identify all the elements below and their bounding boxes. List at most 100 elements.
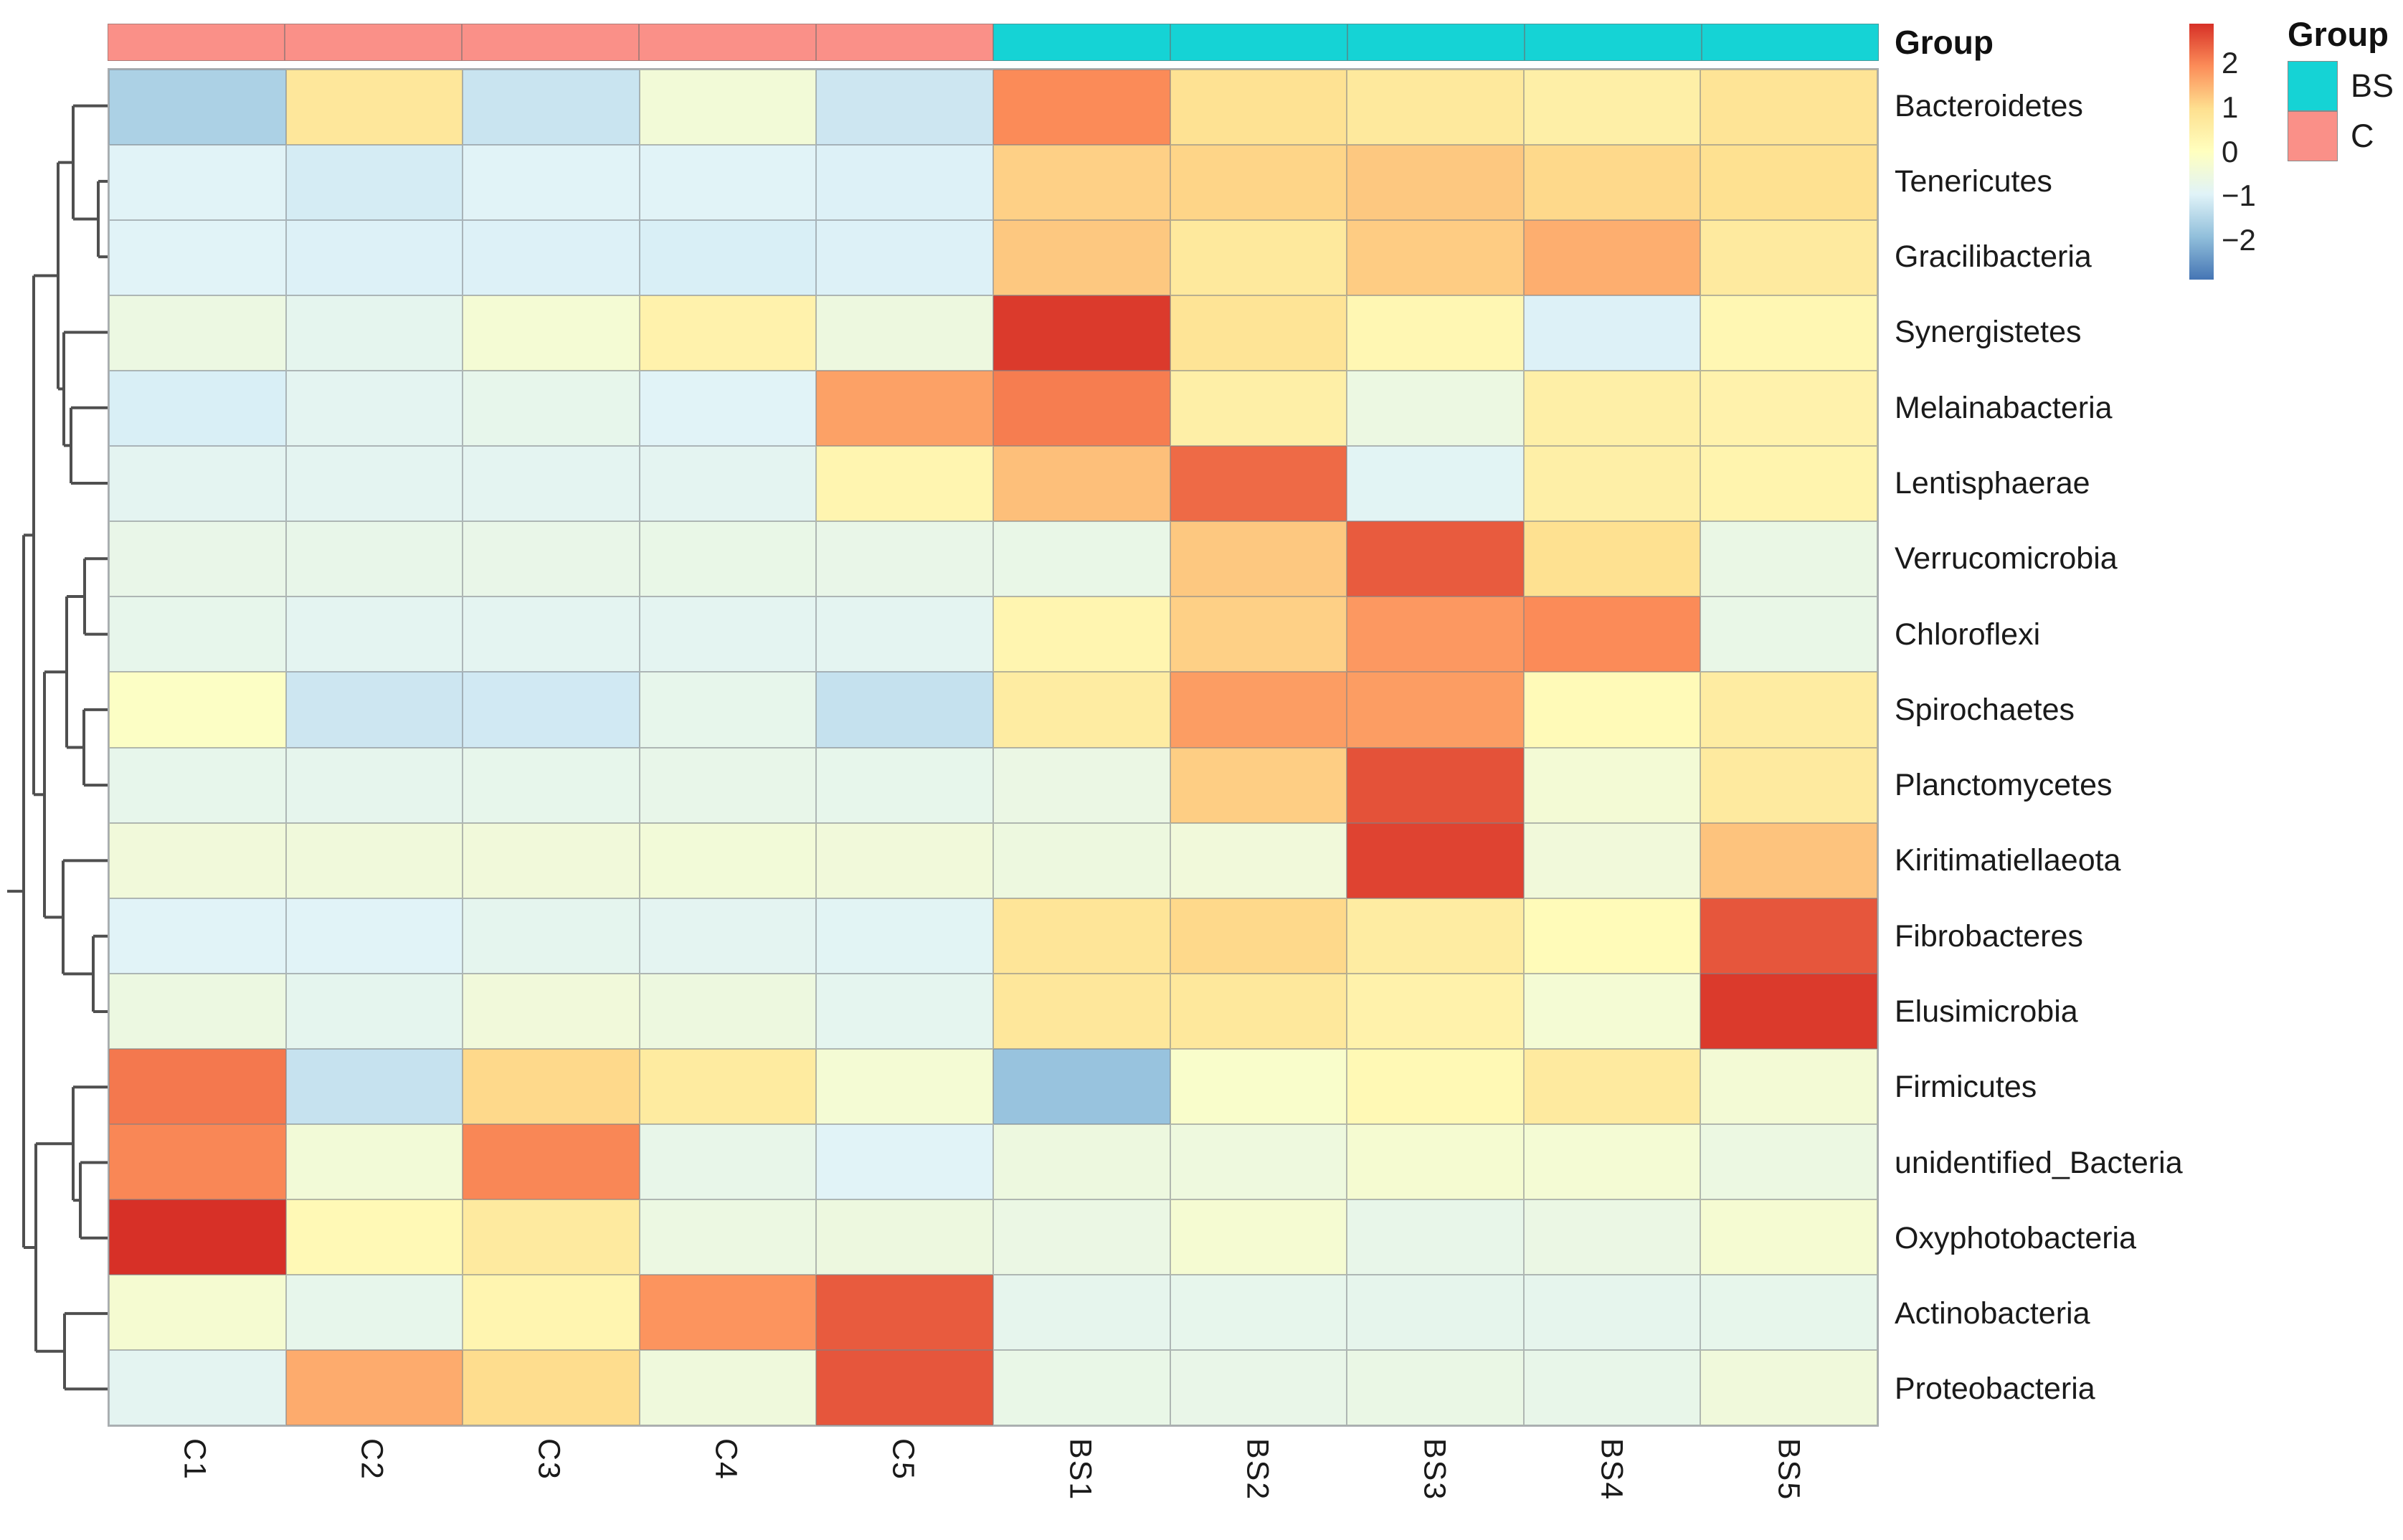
heatmap-cell bbox=[816, 70, 993, 146]
heatmap-cell bbox=[993, 898, 1170, 974]
heatmap-cell bbox=[1347, 446, 1524, 522]
column-label: C4 bbox=[708, 1438, 744, 1480]
heatmap-cell bbox=[1700, 446, 1877, 522]
heatmap-cell bbox=[993, 446, 1170, 522]
heatmap-cell bbox=[285, 672, 463, 748]
heatmap-cell bbox=[1523, 1199, 1701, 1275]
heatmap-cell bbox=[1347, 371, 1524, 447]
row-label: Tenericutes bbox=[1895, 163, 2052, 199]
heatmap-cell bbox=[463, 145, 640, 221]
heatmap-cell bbox=[1700, 1123, 1877, 1199]
heatmap-cell bbox=[1170, 145, 1347, 221]
heatmap-cell bbox=[1347, 973, 1524, 1049]
heatmap-cell bbox=[993, 1199, 1170, 1275]
heatmap-cell bbox=[639, 747, 817, 823]
heatmap-cell bbox=[463, 446, 640, 522]
heatmap-cell bbox=[463, 973, 640, 1049]
heatmap-cell bbox=[1347, 822, 1524, 898]
annotation-bar-segment bbox=[1347, 24, 1525, 61]
heatmap-cell bbox=[463, 1274, 640, 1350]
heatmap-cell bbox=[109, 371, 286, 447]
heatmap-cell bbox=[1523, 521, 1701, 597]
heatmap-cell bbox=[1700, 521, 1877, 597]
legend-entry-label: C bbox=[2351, 118, 2374, 154]
heatmap-cell bbox=[816, 295, 993, 371]
row-label: Spirochaetes bbox=[1895, 692, 2075, 727]
heatmap-cell bbox=[816, 371, 993, 447]
heatmap-cell bbox=[1347, 1123, 1524, 1199]
heatmap-cell bbox=[463, 822, 640, 898]
heatmap-cell bbox=[1170, 70, 1347, 146]
heatmap-cell bbox=[816, 898, 993, 974]
heatmap-cell bbox=[285, 973, 463, 1049]
heatmap-cell bbox=[993, 70, 1170, 146]
annotation-bar-segment bbox=[462, 24, 639, 61]
heatmap-cell bbox=[1347, 1274, 1524, 1350]
heatmap-cell bbox=[1347, 747, 1524, 823]
heatmap-cell bbox=[993, 822, 1170, 898]
heatmap-cell bbox=[993, 973, 1170, 1049]
heatmap-cell bbox=[1523, 295, 1701, 371]
heatmap-cell bbox=[816, 1199, 993, 1275]
heatmap-cell bbox=[463, 1199, 640, 1275]
heatmap-cell bbox=[285, 521, 463, 597]
heatmap-cell bbox=[639, 220, 817, 296]
heatmap-cell bbox=[1347, 1048, 1524, 1124]
heatmap-cell bbox=[1700, 747, 1877, 823]
heatmap-cell bbox=[1170, 1349, 1347, 1425]
heatmap-cell bbox=[993, 371, 1170, 447]
heatmap-cell bbox=[285, 1274, 463, 1350]
heatmap-cell bbox=[463, 521, 640, 597]
heatmap-cell bbox=[993, 521, 1170, 597]
heatmap-cell bbox=[816, 1123, 993, 1199]
heatmap-cell bbox=[285, 822, 463, 898]
heatmap-cell bbox=[463, 220, 640, 296]
heatmap-cell bbox=[816, 822, 993, 898]
heatmap-cell bbox=[285, 747, 463, 823]
heatmap-cell bbox=[1700, 295, 1877, 371]
heatmap-cell bbox=[285, 446, 463, 522]
heatmap-cell bbox=[463, 295, 640, 371]
heatmap-cell bbox=[1523, 1048, 1701, 1124]
heatmap-cell bbox=[639, 70, 817, 146]
heatmap-cell bbox=[993, 295, 1170, 371]
heatmap-cell bbox=[285, 596, 463, 672]
column-label: BS5 bbox=[1771, 1438, 1806, 1501]
heatmap-cell bbox=[285, 145, 463, 221]
heatmap-cell bbox=[1170, 596, 1347, 672]
heatmap-cell bbox=[285, 220, 463, 296]
heatmap-cell bbox=[109, 446, 286, 522]
annotation-bar-segment bbox=[639, 24, 816, 61]
column-label: BS1 bbox=[1063, 1438, 1098, 1501]
row-dendrogram bbox=[7, 104, 108, 1391]
heatmap-cell bbox=[1523, 371, 1701, 447]
heatmap-cell bbox=[1700, 672, 1877, 748]
heatmap-cell bbox=[1700, 1199, 1877, 1275]
heatmap-cell bbox=[1170, 1123, 1347, 1199]
heatmap-cell bbox=[1347, 1199, 1524, 1275]
group-annotation-bar bbox=[108, 24, 1879, 61]
heatmap-cell bbox=[1523, 220, 1701, 296]
heatmap-cell bbox=[1170, 371, 1347, 447]
heatmap-cell bbox=[639, 1199, 817, 1275]
heatmap-cell bbox=[109, 898, 286, 974]
group-annotation-title: Group bbox=[1895, 24, 1994, 61]
heatmap-cell bbox=[816, 446, 993, 522]
heatmap-cell bbox=[639, 446, 817, 522]
heatmap-cell bbox=[816, 521, 993, 597]
heatmap-cell bbox=[463, 1048, 640, 1124]
heatmap-cell bbox=[1523, 747, 1701, 823]
heatmap-cell bbox=[463, 747, 640, 823]
heatmap-cell bbox=[285, 1048, 463, 1124]
heatmap-cell bbox=[285, 1199, 463, 1275]
heatmap-cell bbox=[285, 898, 463, 974]
heatmap-cell bbox=[1700, 145, 1877, 221]
heatmap-cell bbox=[109, 1123, 286, 1199]
heatmap-cell bbox=[463, 898, 640, 974]
row-label: Elusimicrobia bbox=[1895, 994, 2078, 1029]
heatmap-cell bbox=[1170, 521, 1347, 597]
heatmap-cell bbox=[1170, 220, 1347, 296]
heatmap-cell bbox=[109, 521, 286, 597]
column-label: BS3 bbox=[1417, 1438, 1452, 1501]
